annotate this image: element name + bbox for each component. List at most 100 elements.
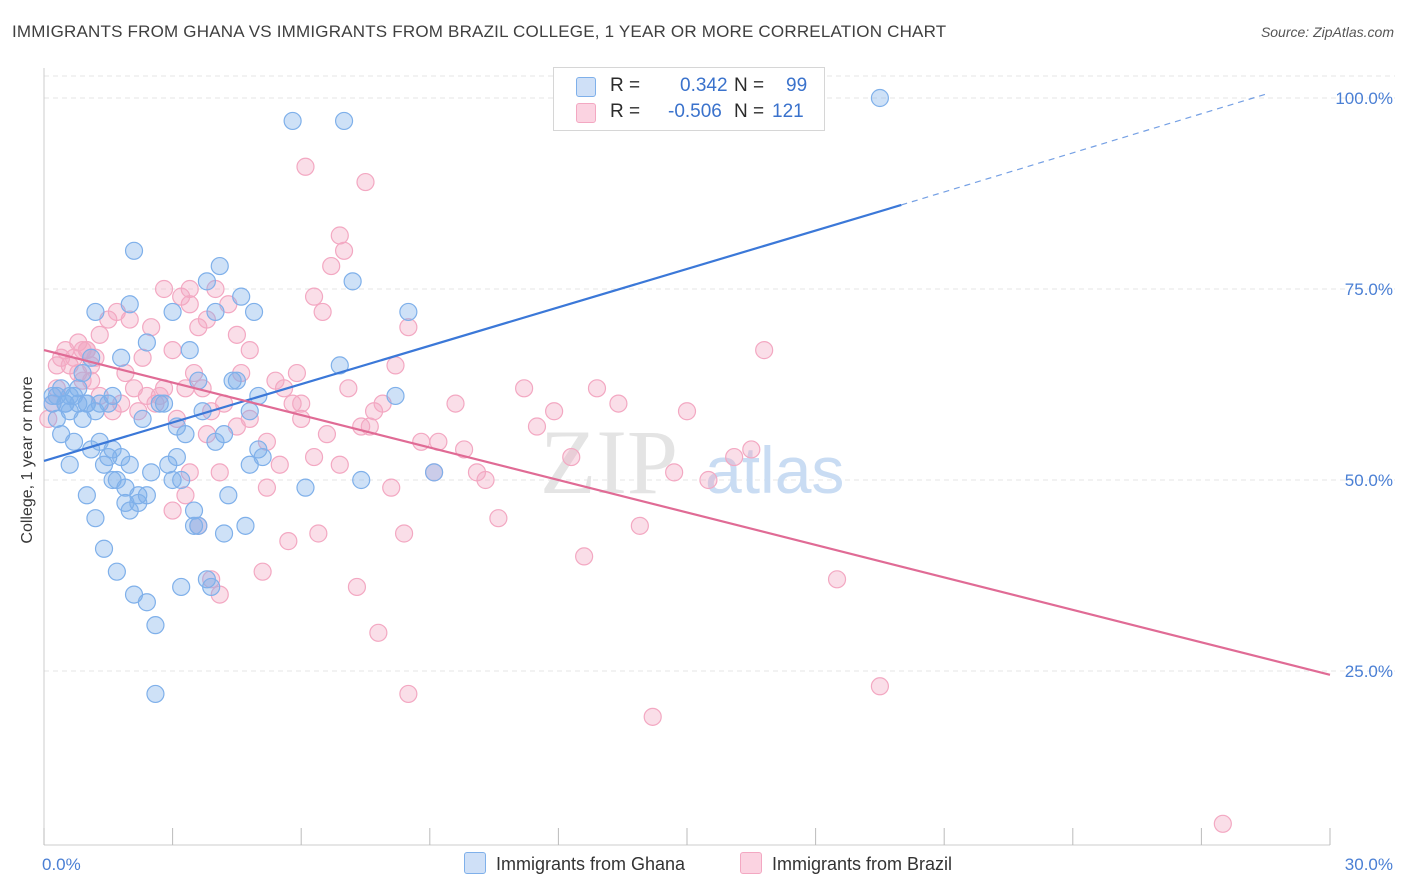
brazil-point bbox=[287, 363, 307, 383]
x-tick-label: 0.0% bbox=[42, 855, 81, 874]
ghana-points bbox=[43, 88, 890, 704]
ghana-point bbox=[150, 394, 169, 413]
brazil-point bbox=[257, 478, 277, 497]
ghana-point bbox=[163, 470, 182, 490]
ghana-point bbox=[244, 302, 264, 322]
ghana-point bbox=[223, 371, 242, 390]
ghana-point bbox=[240, 402, 259, 421]
brazil-point bbox=[334, 241, 354, 260]
brazil-point bbox=[1213, 814, 1232, 833]
trend-lines bbox=[43, 93, 1331, 676]
brazil-point bbox=[227, 325, 246, 344]
brazil-point bbox=[347, 577, 367, 597]
correlation-legend: R = 0.342 N = 99 R = -0.506 N = 121 bbox=[553, 67, 825, 131]
legend-r-value-ghana: 0.342 bbox=[680, 75, 728, 96]
legend-r-label-brazil: R = bbox=[610, 101, 641, 122]
ghana-point bbox=[870, 88, 890, 108]
chart-title: IMMIGRANTS FROM GHANA VS IMMIGRANTS FROM… bbox=[12, 22, 947, 41]
ghana-trend-extension bbox=[901, 93, 1266, 206]
ghana-point bbox=[206, 302, 225, 322]
ghana-point bbox=[112, 348, 131, 367]
y-tick-label: 25.0% bbox=[1345, 662, 1393, 681]
brazil-point bbox=[180, 279, 199, 299]
brazil-point bbox=[870, 677, 890, 696]
ghana-point bbox=[137, 333, 156, 352]
brazil-point bbox=[296, 157, 315, 176]
ghana-point bbox=[77, 486, 96, 505]
ghana-point bbox=[184, 501, 204, 520]
ghana-point bbox=[137, 593, 156, 612]
ghana-point bbox=[210, 256, 229, 276]
brazil-point bbox=[210, 463, 229, 482]
brazil-point bbox=[699, 470, 718, 490]
ghana-point bbox=[94, 539, 114, 558]
ghana-point bbox=[86, 509, 105, 528]
brazil-point bbox=[386, 356, 405, 375]
ghana-trend-line bbox=[43, 203, 902, 462]
brazil-point bbox=[240, 341, 259, 360]
y-tick-label: 50.0% bbox=[1345, 471, 1393, 490]
ghana-point bbox=[197, 272, 216, 291]
brazil-point bbox=[163, 341, 182, 360]
legend-n-value-ghana: 99 bbox=[786, 75, 808, 96]
ghana-point bbox=[352, 470, 371, 490]
brazil-point bbox=[330, 455, 349, 474]
watermark-atlas: atlas bbox=[705, 433, 844, 507]
legend-r-value-brazil: -0.506 bbox=[668, 101, 722, 122]
brazil-point bbox=[643, 707, 662, 726]
brazil-point bbox=[133, 348, 152, 367]
bottom-legend-ghana: Immigrants from Ghana bbox=[464, 852, 685, 875]
brazil-point bbox=[725, 447, 744, 467]
ghana-point bbox=[142, 463, 161, 482]
ghana-point bbox=[330, 356, 349, 375]
brazil-point bbox=[120, 310, 139, 329]
ghana-point bbox=[163, 302, 182, 322]
y-tick-label: 75.0% bbox=[1345, 280, 1393, 299]
ghana-point bbox=[90, 394, 109, 413]
brazil-point bbox=[665, 463, 684, 482]
brazil-point bbox=[279, 532, 298, 551]
ghana-point bbox=[424, 463, 444, 482]
brazil-point bbox=[827, 570, 847, 589]
ghana-point bbox=[176, 425, 195, 444]
brazil-point bbox=[313, 302, 332, 322]
ghana-point bbox=[214, 524, 234, 543]
brazil-point bbox=[562, 447, 581, 467]
x-tick-label: 30.0% bbox=[1345, 855, 1393, 874]
ghana-point bbox=[133, 409, 152, 428]
ghana-point bbox=[94, 455, 114, 474]
brazil-point bbox=[142, 318, 161, 337]
brazil-point bbox=[399, 684, 418, 704]
ghana-point bbox=[60, 455, 79, 474]
ghana-point bbox=[184, 516, 204, 535]
ghana-point bbox=[219, 486, 238, 505]
ghana-point bbox=[172, 577, 191, 597]
source-credit: Source: ZipAtlas.com bbox=[1260, 24, 1394, 40]
ghana-point bbox=[73, 363, 92, 383]
brazil-point bbox=[163, 501, 182, 520]
ghana-point bbox=[167, 447, 186, 467]
brazil-point bbox=[330, 226, 349, 245]
brazil-point bbox=[270, 455, 289, 474]
y-tick-label: 100.0% bbox=[1335, 89, 1393, 108]
brazil-point bbox=[202, 570, 221, 589]
bottom-legend-brazil: Immigrants from Brazil bbox=[740, 852, 952, 875]
ghana-point bbox=[232, 287, 251, 306]
legend-swatch-ghana bbox=[576, 77, 596, 97]
brazil-point bbox=[575, 547, 594, 566]
ghana-point bbox=[124, 241, 144, 260]
legend-r-label-ghana: R = bbox=[610, 75, 641, 96]
brazil-point bbox=[369, 623, 388, 642]
ghana-point bbox=[120, 455, 139, 474]
axes bbox=[43, 68, 1331, 846]
brazil-point bbox=[454, 440, 474, 459]
ghana-point bbox=[202, 577, 221, 597]
brazil-point bbox=[253, 562, 272, 581]
ghana-point bbox=[60, 386, 79, 406]
brazil-point bbox=[609, 394, 628, 413]
legend-n-label-ghana: N = bbox=[734, 75, 765, 96]
brazil-point bbox=[545, 402, 564, 421]
brazil-point bbox=[394, 524, 414, 543]
brazil-point bbox=[446, 394, 465, 413]
brazil-point bbox=[322, 256, 341, 276]
